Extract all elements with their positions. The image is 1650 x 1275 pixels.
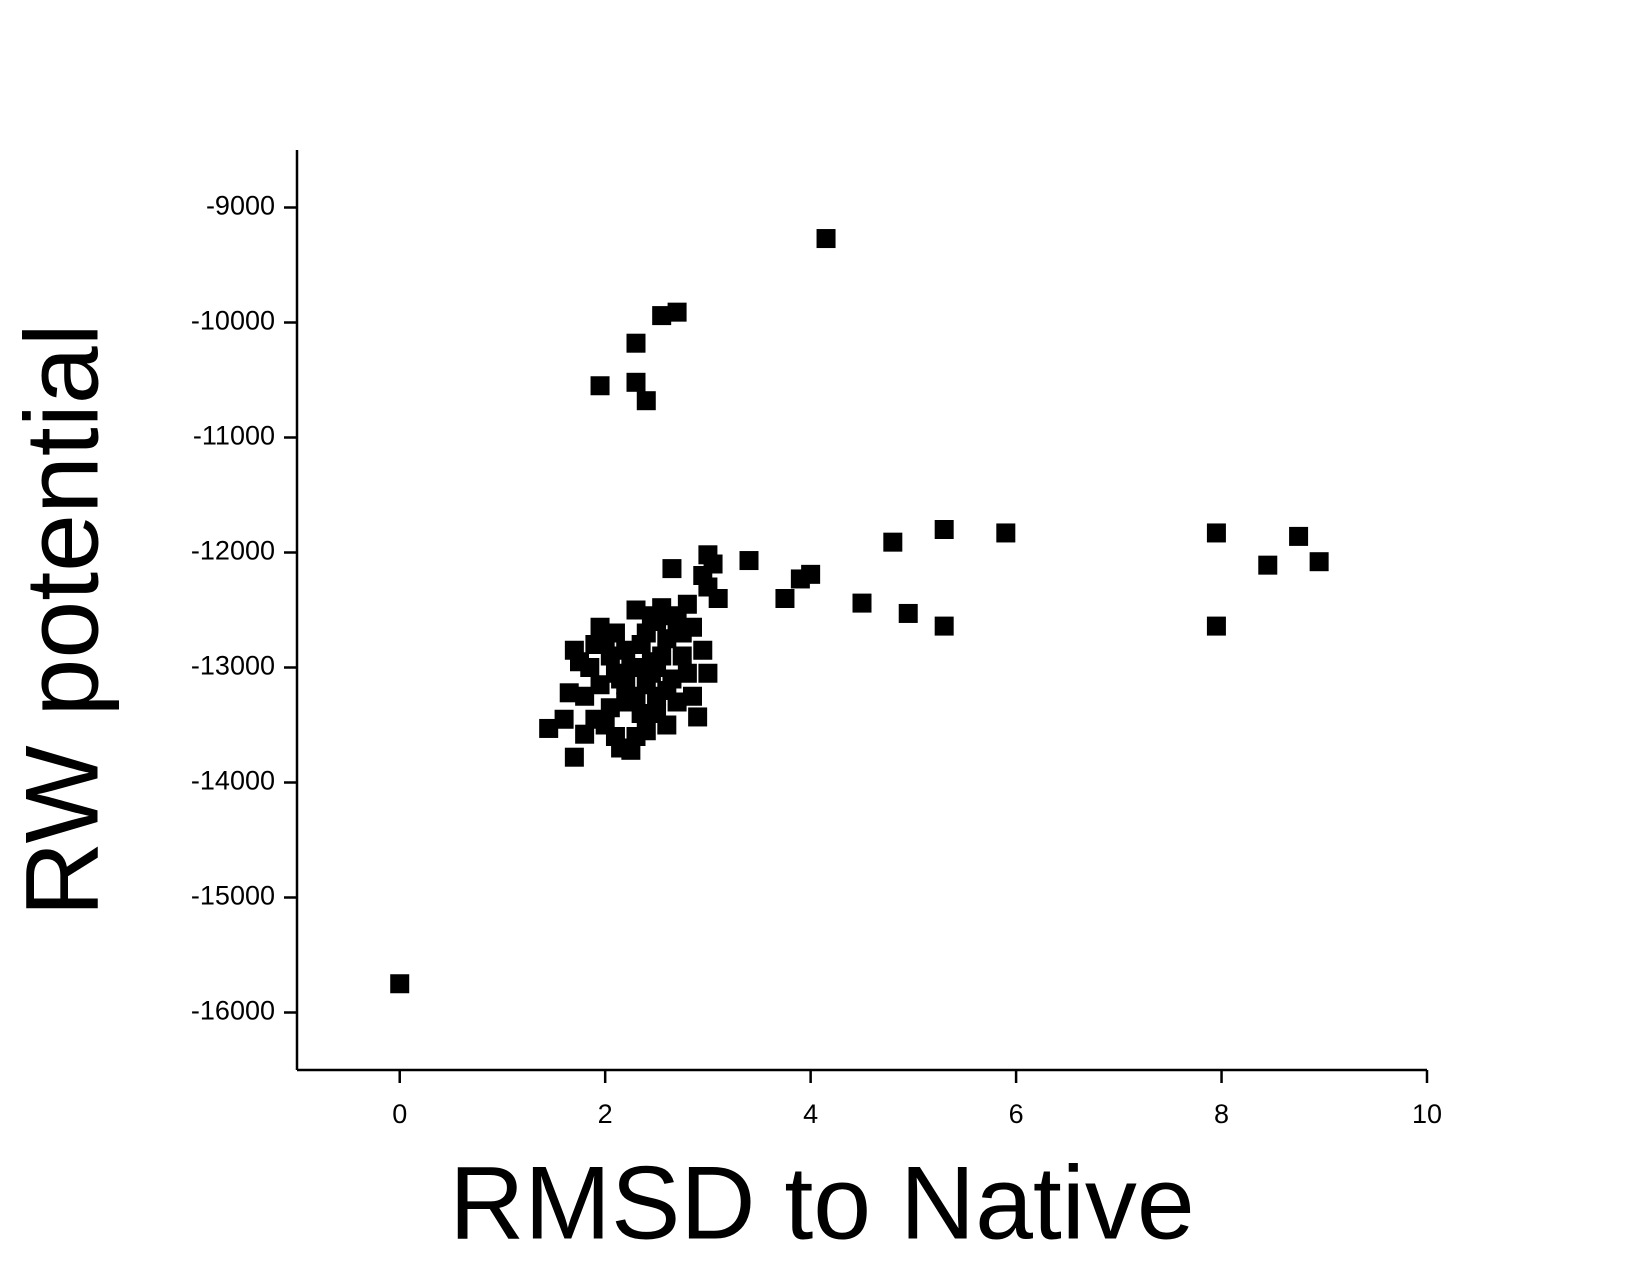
point <box>600 646 620 666</box>
point <box>641 606 661 626</box>
point <box>667 302 687 322</box>
x-tick-label: 6 <box>1009 1099 1024 1129</box>
point <box>652 306 672 326</box>
point <box>616 675 636 695</box>
point <box>667 692 687 712</box>
point <box>636 623 656 643</box>
x-tick-label: 0 <box>392 1099 407 1129</box>
y-tick-label: -11000 <box>193 421 275 451</box>
point <box>575 724 595 744</box>
point <box>677 594 697 614</box>
x-tick-label: 8 <box>1214 1099 1229 1129</box>
y-tick-label: -12000 <box>191 536 275 566</box>
point <box>626 333 646 353</box>
y-tick-label: -15000 <box>191 881 275 911</box>
point <box>739 551 759 571</box>
point <box>934 616 954 636</box>
point <box>852 593 872 613</box>
point <box>683 686 702 706</box>
point <box>559 683 579 703</box>
point <box>564 747 584 767</box>
point <box>616 640 636 660</box>
point <box>575 686 595 706</box>
point <box>1206 616 1226 636</box>
point <box>934 520 954 539</box>
point <box>631 658 651 677</box>
y-tick-label: -9000 <box>206 191 275 221</box>
point <box>1258 555 1278 575</box>
point <box>657 715 677 735</box>
point <box>580 658 600 677</box>
y-tick-label: -14000 <box>191 766 275 796</box>
y-axis-title: RW potential <box>4 323 120 916</box>
point <box>688 707 708 727</box>
point <box>662 606 682 626</box>
point <box>605 623 625 643</box>
point <box>662 559 682 579</box>
point <box>816 229 836 249</box>
point <box>585 635 605 654</box>
point <box>683 617 702 637</box>
point <box>626 372 646 392</box>
point <box>801 564 821 584</box>
point <box>647 658 667 677</box>
point <box>631 704 651 723</box>
x-axis-title: RMSD to Native <box>449 1145 1195 1261</box>
point <box>698 663 718 683</box>
point <box>590 617 610 637</box>
x-tick-label: 2 <box>598 1099 613 1129</box>
point <box>672 646 692 666</box>
point <box>600 698 620 718</box>
point <box>775 589 795 608</box>
point <box>1289 526 1309 546</box>
point <box>554 709 574 729</box>
point <box>590 675 610 695</box>
point <box>657 629 677 649</box>
point <box>590 376 610 396</box>
point <box>693 640 713 660</box>
x-tick-label: 4 <box>803 1099 818 1129</box>
point <box>626 727 646 746</box>
point <box>1309 552 1329 572</box>
point <box>1206 523 1226 543</box>
point <box>539 718 559 738</box>
point <box>708 589 728 608</box>
point <box>996 523 1016 543</box>
point <box>636 391 656 411</box>
point <box>898 603 918 623</box>
y-tick-label: -10000 <box>191 306 275 336</box>
point <box>677 663 697 683</box>
y-tick-label: -16000 <box>191 996 275 1026</box>
point <box>595 715 615 735</box>
point <box>883 532 903 552</box>
point <box>626 600 646 620</box>
point <box>390 974 410 994</box>
y-tick-label: -13000 <box>191 651 275 681</box>
x-tick-label: 10 <box>1412 1099 1442 1129</box>
